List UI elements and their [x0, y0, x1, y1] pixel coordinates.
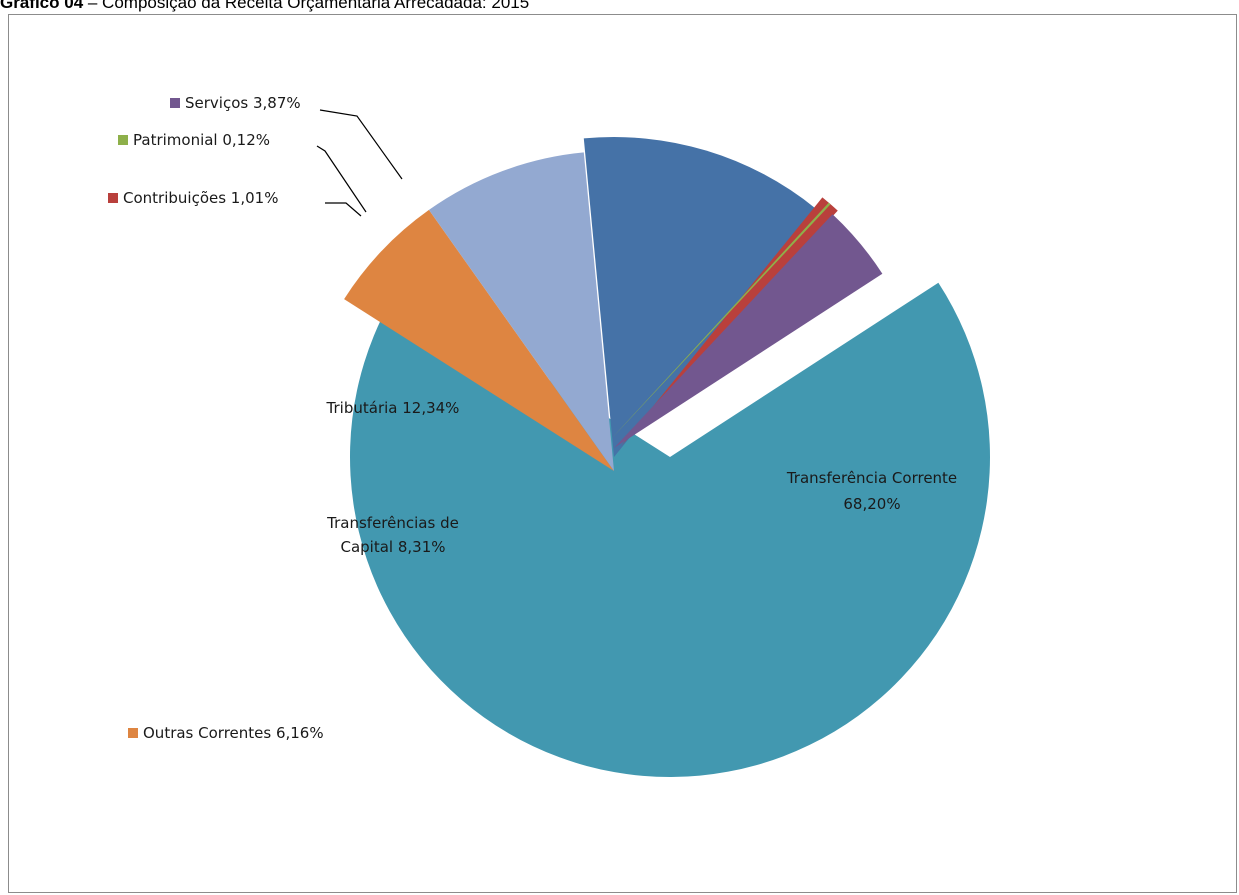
figure-caption-number: Gráfico 04: [0, 0, 84, 12]
figure-caption-text: – Composição da Receita Orçamentária Arr…: [83, 0, 530, 12]
slice-label-transfer-ncia-corrente: Transferência Corrente: [786, 469, 957, 487]
leader-lines: [316, 109, 403, 217]
slice-label-outras-correntes: Outras Correntes 6,16%: [143, 724, 324, 742]
legend-marker-patrimonial: [118, 135, 128, 145]
pie-slice-patrimonial: [612, 202, 831, 438]
pie-slice-transfer-ncia-corrente: [350, 282, 990, 777]
slice-labels: Transferência Corrente 68,20% Outras Corre…: [108, 94, 957, 742]
pie-slice-transfer-ncias-de-capital: [428, 152, 614, 472]
slice-label-transfer-ncias-de-capital: Transferências de: [326, 514, 459, 532]
leader-line-contribui-es: [325, 202, 362, 217]
pie-slice-tribut-ria: [583, 137, 816, 457]
slice-label-patrimonial: Patrimonial 0,12%: [133, 131, 270, 149]
pie-slice-outras-correntes: [344, 209, 614, 471]
pie-slices: [344, 137, 990, 777]
leader-line-servi-os: [319, 109, 403, 180]
slice-label-tribut-ria: Tributária 12,34%: [326, 399, 460, 417]
legend-marker-contribui-es: [108, 193, 118, 203]
figure-caption: Gráfico 04 – Composição da Receita Orçam…: [0, 0, 529, 13]
slice-value-transfer-ncias-de-capital: Capital 8,31%: [340, 538, 445, 556]
legend-marker-outras-correntes: [128, 728, 138, 738]
leader-line-patrimonial: [316, 145, 367, 213]
slice-label-contribui-es: Contribuições 1,01%: [123, 189, 278, 207]
slice-value-transfer-ncia-corrente: 68,20%: [843, 495, 900, 513]
pie-slice-servi-os: [614, 214, 883, 448]
legend-marker-servi-os: [170, 98, 180, 108]
slice-label-servi-os: Serviços 3,87%: [185, 94, 301, 112]
